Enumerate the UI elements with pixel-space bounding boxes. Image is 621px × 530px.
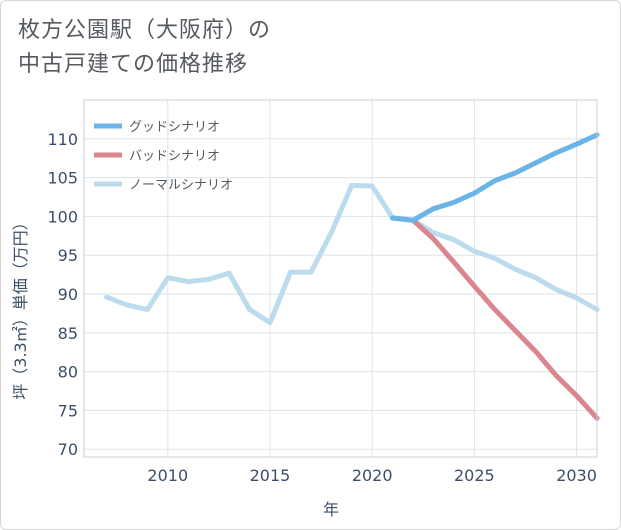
x-axis-label: 年 [322, 500, 340, 519]
chart-title: 枚方公園駅（大阪府）の 中古戸建ての価格推移 [18, 14, 271, 82]
legend-label-2: バッドシナリオ [129, 149, 220, 164]
y-tick-label: 85 [58, 324, 78, 343]
chart-title-line1: 枚方公園駅（大阪府）の [18, 18, 272, 43]
x-tick-label: 2025 [454, 466, 495, 485]
y-tick-label: 105 [47, 169, 78, 188]
series-line-1 [390, 132, 600, 223]
y-tick-label: 80 [58, 363, 78, 382]
y-tick-label: 95 [58, 246, 78, 265]
y-tick-label: 100 [47, 207, 78, 226]
y-tick-label: 70 [58, 440, 78, 459]
x-tick-label: 2030 [556, 466, 597, 485]
y-tick-label: 90 [58, 285, 78, 304]
legend-label-1: グッドシナリオ [129, 120, 220, 135]
x-tick-label: 2010 [147, 466, 188, 485]
series-line-3 [104, 182, 600, 326]
x-tick-label: 2020 [352, 466, 393, 485]
legend-label-3: ノーマルシナリオ [129, 178, 233, 193]
y-axis-label: 坪（3.3㎡）単価（万円） [11, 214, 30, 400]
y-tick-label: 110 [47, 130, 78, 149]
y-tick-label: 75 [58, 401, 78, 420]
series-layer [104, 132, 600, 421]
chart-title-line2: 中古戸建ての価格推移 [18, 52, 249, 77]
y-tick-labels: 70 75 80 85 90 95 100 105 110 [47, 130, 78, 459]
axis-frame [83, 99, 598, 458]
x-tick-labels: 2010 2015 2020 2025 2030 [147, 466, 596, 485]
x-tick-label: 2015 [250, 466, 291, 485]
series-line-2 [390, 215, 600, 421]
plot-border [83, 99, 598, 458]
